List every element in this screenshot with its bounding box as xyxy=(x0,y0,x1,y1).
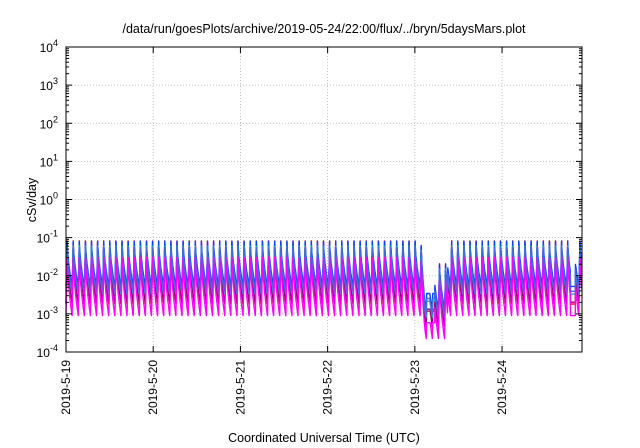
axes: 10-4 10-3 10-2 10-1 100 101 102 103 104 2019-5-19… xyxy=(37,38,582,415)
x-tick-label: 2019-5-22 xyxy=(321,360,335,415)
chart-title: /data/run/goesPlots/archive/2019-05-24/2… xyxy=(122,22,526,36)
y-tick-label: 10-2 xyxy=(37,267,58,284)
y-tick-label: 10-4 xyxy=(37,343,58,360)
x-axis-label: Coordinated Universal Time (UTC) xyxy=(228,431,420,445)
series-line-6 xyxy=(65,256,583,340)
x-tick-label: 2019-5-19 xyxy=(59,360,73,415)
y-tick-label: 10-3 xyxy=(37,305,58,322)
y-axis-label: cSv/day xyxy=(25,177,39,222)
y-tick-label: 104 xyxy=(40,38,58,55)
y-tick-label: 103 xyxy=(40,76,58,93)
y-tick-label: 101 xyxy=(40,152,58,169)
y-tick-label: 102 xyxy=(40,114,58,131)
x-tick-label: 2019-5-24 xyxy=(495,360,509,415)
y-tick-label: 10-1 xyxy=(37,229,58,246)
y-tick-label: 100 xyxy=(40,191,58,208)
x-tick-label: 2019-5-21 xyxy=(233,360,247,415)
series-group xyxy=(65,240,583,340)
x-tick-label: 2019-5-20 xyxy=(146,360,160,415)
x-tick-label: 2019-5-23 xyxy=(408,360,422,415)
